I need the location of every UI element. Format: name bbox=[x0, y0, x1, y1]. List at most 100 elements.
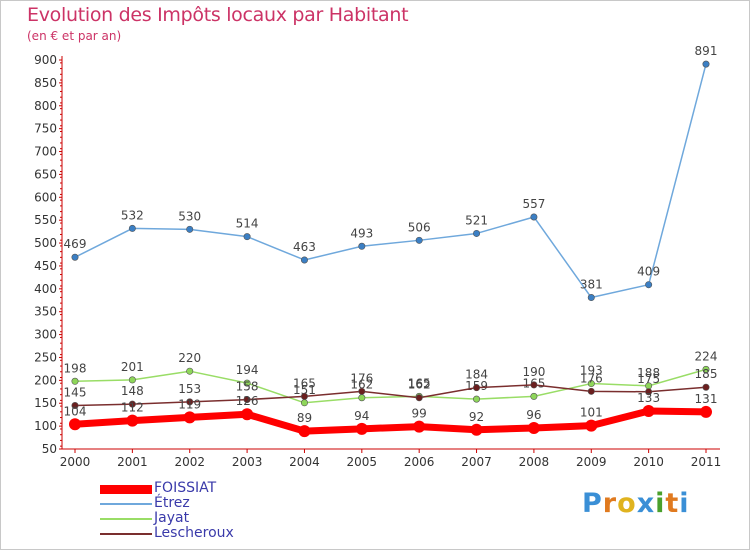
data-label: 514 bbox=[236, 217, 259, 231]
data-label: 101 bbox=[580, 406, 603, 420]
series-line-3 bbox=[74, 384, 707, 407]
data-label: 99 bbox=[412, 407, 427, 421]
y-tick-label: 50 bbox=[42, 442, 57, 456]
legend-label: Étrez bbox=[154, 495, 190, 511]
series-line-2 bbox=[74, 368, 707, 404]
legend-label: Jayat bbox=[154, 510, 190, 526]
data-label: 184 bbox=[465, 368, 488, 382]
data-point bbox=[358, 394, 366, 402]
data-point bbox=[243, 233, 251, 241]
y-tick-label: 500 bbox=[34, 236, 57, 250]
data-label: 151 bbox=[293, 383, 316, 397]
data-point bbox=[355, 422, 368, 435]
data-point bbox=[243, 379, 251, 387]
data-label: 96 bbox=[526, 408, 541, 422]
legend-swatch bbox=[100, 518, 152, 520]
data-label: 162 bbox=[408, 378, 431, 392]
data-point bbox=[358, 242, 366, 250]
data-point bbox=[473, 384, 481, 392]
x-tick-label: 2006 bbox=[404, 455, 435, 469]
data-point bbox=[702, 60, 710, 68]
data-label: 89 bbox=[297, 411, 312, 425]
data-point bbox=[415, 236, 423, 244]
x-tick-label: 2004 bbox=[289, 455, 320, 469]
x-tick-label: 2010 bbox=[633, 455, 664, 469]
y-tick-label: 600 bbox=[34, 190, 57, 204]
data-label: 381 bbox=[580, 278, 603, 292]
series-line-1 bbox=[74, 63, 707, 299]
x-tick-label: 2009 bbox=[576, 455, 607, 469]
data-point bbox=[300, 399, 308, 407]
data-label: 176 bbox=[580, 371, 603, 385]
data-label: 92 bbox=[469, 410, 484, 424]
y-tick-label: 450 bbox=[34, 259, 57, 273]
x-tick-label: 2001 bbox=[117, 455, 148, 469]
y-tick-label: 200 bbox=[34, 373, 57, 387]
data-point bbox=[183, 411, 196, 424]
y-tick-label: 650 bbox=[34, 167, 57, 181]
data-point bbox=[128, 376, 136, 384]
data-point bbox=[298, 425, 311, 438]
data-label: 94 bbox=[354, 409, 369, 423]
y-tick-label: 750 bbox=[34, 122, 57, 136]
series-line-0 bbox=[71, 407, 710, 435]
legend-swatch bbox=[100, 484, 152, 494]
data-point bbox=[530, 213, 538, 221]
data-point bbox=[241, 408, 254, 421]
x-tick-label: 2000 bbox=[60, 455, 91, 469]
data-point bbox=[700, 405, 712, 418]
data-label: 521 bbox=[465, 213, 488, 227]
logo-letter: i bbox=[679, 488, 690, 519]
data-point bbox=[645, 388, 653, 396]
y-tick-label: 850 bbox=[34, 76, 57, 90]
data-point bbox=[645, 281, 653, 289]
data-point bbox=[530, 392, 538, 400]
data-point bbox=[587, 294, 595, 302]
data-label: 469 bbox=[64, 237, 87, 251]
data-point bbox=[702, 365, 710, 373]
data-label: 145 bbox=[64, 386, 87, 400]
data-label: 112 bbox=[121, 401, 144, 415]
y-tick-label: 100 bbox=[34, 419, 57, 433]
data-point bbox=[186, 225, 194, 233]
data-point bbox=[473, 395, 481, 403]
data-label: 176 bbox=[350, 371, 373, 385]
data-label: 201 bbox=[121, 360, 144, 374]
data-point bbox=[71, 402, 79, 410]
data-label: 506 bbox=[408, 220, 431, 234]
data-label: 175 bbox=[637, 372, 660, 386]
data-point bbox=[186, 398, 194, 406]
data-label: 126 bbox=[236, 394, 259, 408]
data-label: 104 bbox=[64, 404, 87, 418]
logo-letter: i bbox=[655, 488, 666, 519]
data-point bbox=[530, 381, 538, 389]
data-point bbox=[415, 394, 423, 402]
data-label: 165 bbox=[293, 376, 316, 390]
data-label: 190 bbox=[522, 365, 545, 379]
data-point bbox=[585, 419, 598, 432]
data-label: 557 bbox=[522, 197, 545, 211]
data-label: 153 bbox=[178, 382, 201, 396]
logo-letter: x bbox=[636, 488, 656, 519]
data-label: 165 bbox=[408, 376, 431, 390]
data-point bbox=[642, 405, 655, 418]
x-tick-label: 2005 bbox=[347, 455, 378, 469]
data-point bbox=[358, 387, 366, 395]
legend-swatch bbox=[100, 533, 152, 535]
legend-swatch bbox=[100, 503, 152, 505]
logo-letter: P bbox=[582, 488, 603, 519]
data-point bbox=[470, 423, 483, 436]
y-tick-label: 700 bbox=[34, 145, 57, 159]
y-tick-label: 250 bbox=[34, 350, 57, 364]
data-point bbox=[527, 421, 540, 434]
chart-subtitle: (en € et par an) bbox=[27, 29, 122, 43]
data-label: 119 bbox=[178, 397, 201, 411]
data-label: 148 bbox=[121, 384, 144, 398]
data-point bbox=[71, 253, 79, 261]
data-point bbox=[128, 224, 136, 232]
data-point bbox=[69, 418, 81, 431]
data-label: 891 bbox=[695, 44, 718, 58]
x-tick-label: 2008 bbox=[519, 455, 550, 469]
